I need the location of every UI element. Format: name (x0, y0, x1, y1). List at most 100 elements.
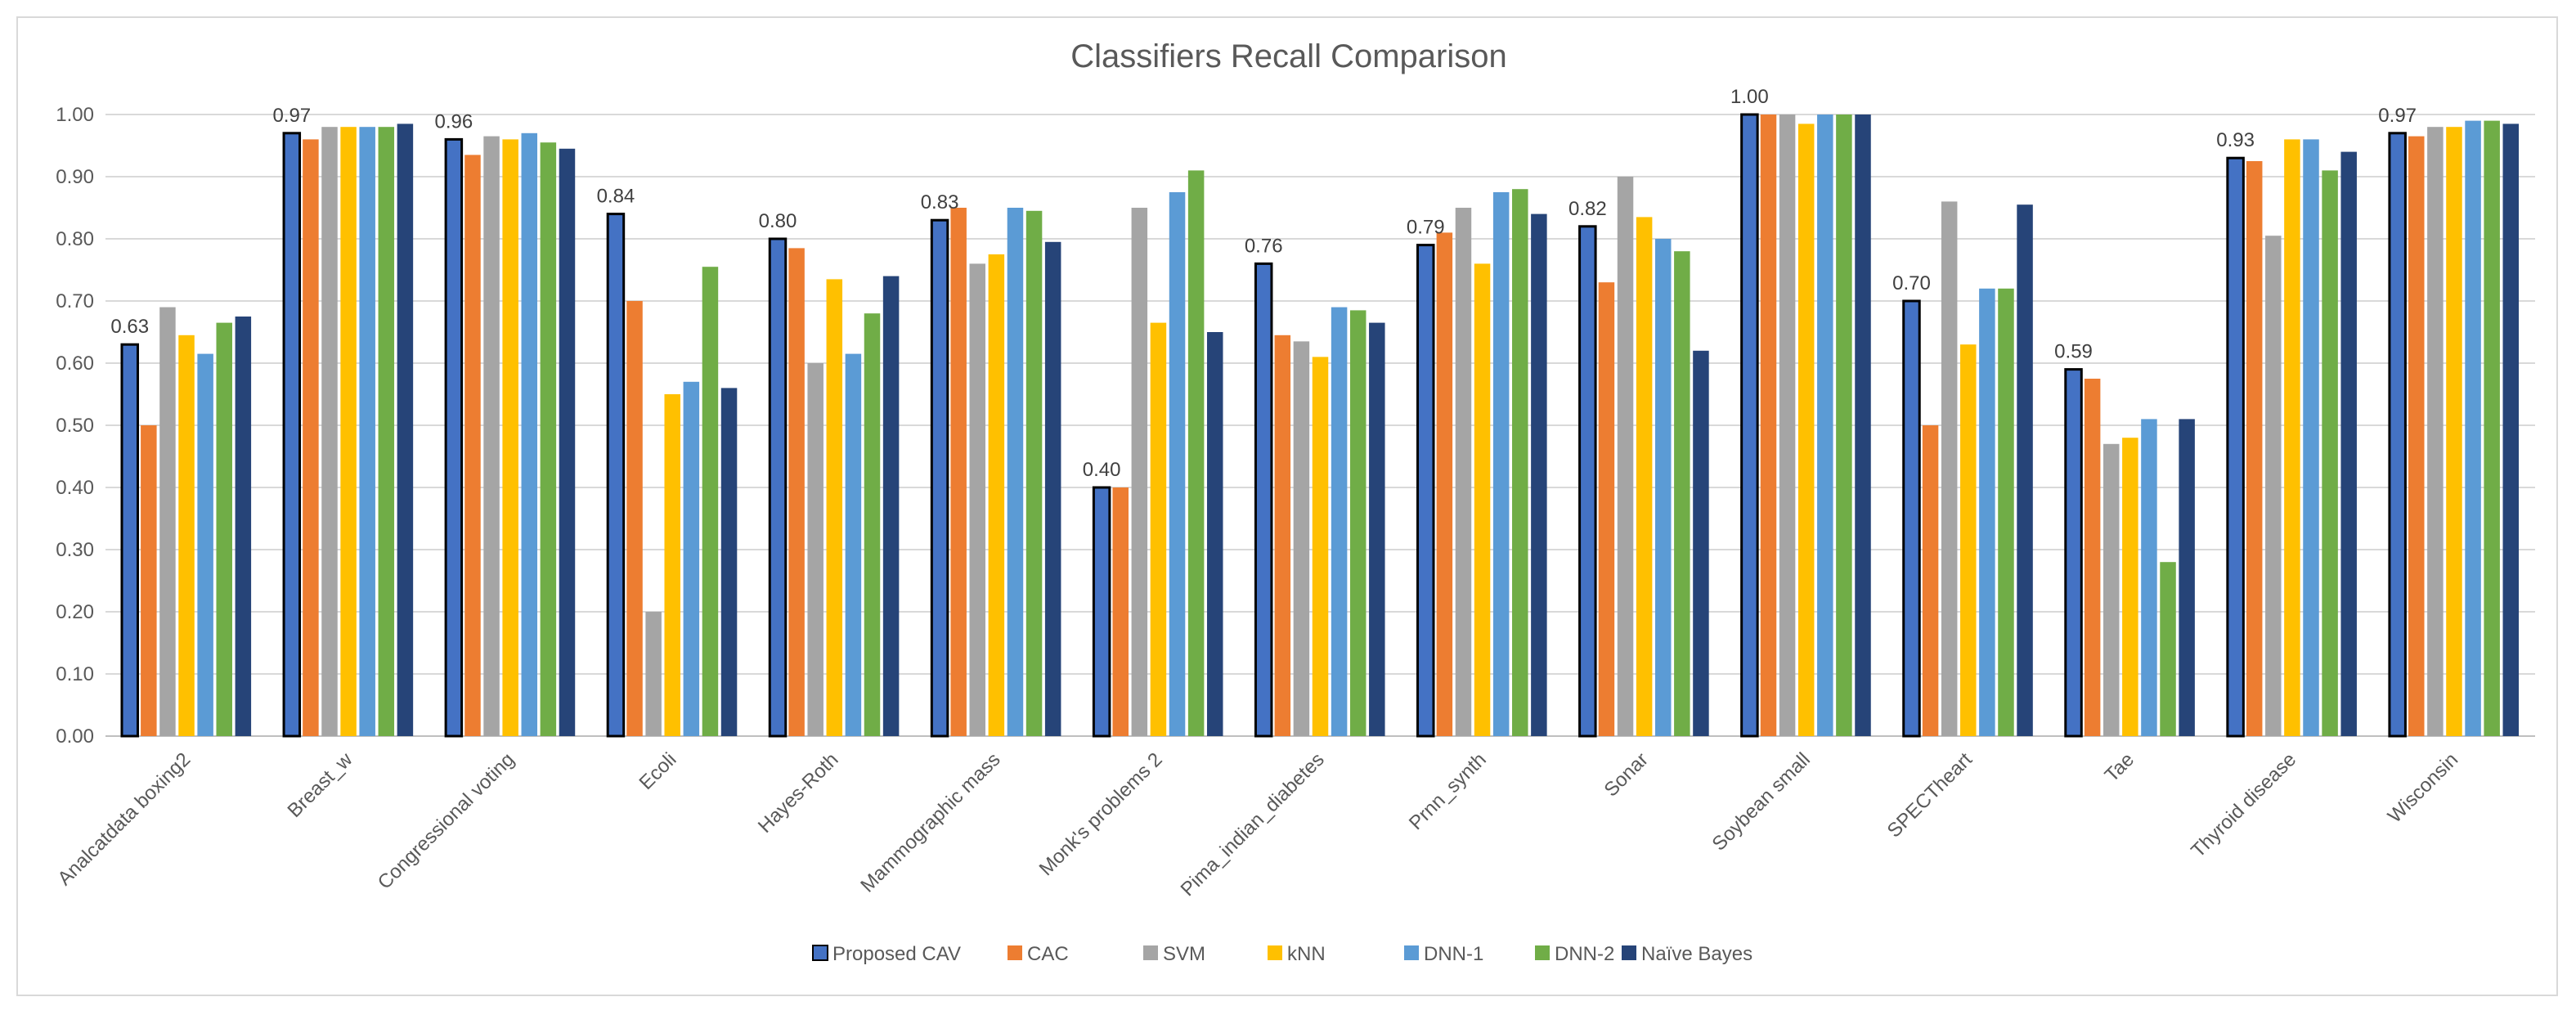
x-axis-category-labels: Analcatdata boxing2 Breast_w Congressional… (53, 748, 2462, 901)
bar-svm (1617, 177, 1634, 736)
bar-cac (1922, 425, 1939, 736)
bar-dnn-2 (2322, 170, 2338, 736)
legend-label: Naïve Bayes (1641, 943, 1752, 965)
bar-dnn-2 (1187, 170, 1205, 736)
bar-na-ve-bayes (2340, 151, 2357, 737)
bar-cac (303, 139, 319, 736)
data-label: 1.00 (1730, 86, 1769, 108)
bar-proposed-cav (606, 213, 626, 738)
y-tick-label: 0.60 (56, 353, 94, 375)
y-tick-label: 0.10 (56, 663, 94, 685)
bar-knn (664, 394, 680, 736)
bar-knn (1474, 263, 1491, 736)
bar-na-ve-bayes (1693, 350, 1709, 736)
bar-dnn-1 (1979, 288, 1995, 736)
x-category-label: Wisconsin (2384, 748, 2462, 827)
data-labels: 0.63 0.97 0.96 0.84 0.80 0.83 0.40 0.76 0.79 0.82… (110, 86, 2417, 481)
bar-na-ve-bayes (720, 388, 738, 736)
bar-knn (178, 335, 195, 736)
chart-area: Classifiers Recall Comparison 0.00 0.10 0.… (16, 16, 2558, 996)
bar-cac (788, 248, 805, 736)
bar-svm (2103, 443, 2120, 736)
bar-knn (1797, 124, 1815, 736)
bar-proposed-cav (1740, 113, 1759, 738)
bar-dnn-2 (2484, 120, 2500, 737)
x-category-label: Hayes-Roth (754, 748, 843, 838)
bar-svm (1131, 208, 1148, 736)
bar-proposed-cav (2064, 368, 2083, 738)
legend-swatch (1268, 945, 1282, 960)
bar-na-ve-bayes (559, 148, 576, 737)
bar-cac (1274, 335, 1291, 736)
bar-proposed-cav (1902, 299, 1921, 738)
bar-na-ve-bayes (1044, 241, 1061, 736)
bar-dnn-2 (540, 142, 557, 736)
bar-proposed-cav (2388, 132, 2407, 738)
bar-dnn-2 (1025, 210, 1043, 736)
bar-dnn-2 (1349, 310, 1367, 736)
bar-dnn-1 (1169, 192, 1186, 736)
bar-knn (1960, 344, 1977, 736)
legend-swatch (1143, 945, 1158, 960)
bar-proposed-cav (120, 343, 139, 738)
bar-cac (464, 155, 481, 736)
bar-dnn-2 (378, 127, 395, 736)
bar-na-ve-bayes (235, 317, 252, 736)
data-label: 0.82 (1568, 198, 1607, 220)
legend-swatch (1622, 945, 1636, 960)
bar-knn (340, 127, 357, 736)
data-label: 0.93 (2216, 129, 2255, 151)
legend-label: kNN (1287, 943, 1326, 965)
y-tick-label: 0.30 (56, 539, 94, 561)
bar-dnn-2 (1674, 251, 1690, 736)
legend-swatch (1404, 945, 1419, 960)
bar-svm (1455, 208, 1472, 736)
bar-knn (1636, 217, 1653, 736)
x-category-label: Ecoli (635, 748, 681, 794)
bar-svm (321, 127, 338, 736)
legend-label: DNN-1 (1424, 943, 1483, 965)
chart-title: Classifiers Recall Comparison (1070, 38, 1507, 74)
bar-dnn-1 (1007, 208, 1024, 736)
y-axis-tick-labels: 0.00 0.10 0.20 0.30 0.40 0.50 0.60 0.70 0.80 0.90… (56, 104, 94, 748)
data-label: 0.40 (1083, 459, 1121, 481)
legend-label: DNN-2 (1555, 943, 1614, 965)
x-category-label: Congressional voting (374, 748, 519, 894)
bar-proposed-cav (2226, 156, 2245, 738)
bar-na-ve-bayes (2179, 419, 2195, 736)
bar-proposed-cav (1578, 225, 1597, 738)
bar-na-ve-bayes (1369, 322, 1385, 736)
bar-svm (2427, 127, 2444, 736)
x-category-label: Mammographic mass (856, 748, 1004, 896)
y-tick-label: 0.50 (56, 415, 94, 437)
bar-svm (483, 136, 500, 737)
data-label: 0.97 (272, 105, 311, 127)
legend-label: SVM (1163, 943, 1205, 965)
bar-cac (950, 208, 967, 736)
bar-dnn-2 (864, 313, 881, 736)
bar-svm (1779, 115, 1796, 736)
y-tick-label: 0.70 (56, 290, 94, 312)
bar-svm (1293, 341, 1310, 736)
bar-proposed-cav (444, 137, 464, 738)
bar-dnn-1 (2141, 419, 2157, 736)
bar-knn (2284, 139, 2300, 736)
bar-dnn-1 (845, 353, 862, 736)
y-tick-label: 0.00 (56, 725, 94, 748)
legend-swatch (1535, 945, 1550, 960)
y-tick-label: 0.20 (56, 601, 94, 623)
bar-knn (1312, 357, 1329, 736)
bar-dnn-2 (1998, 288, 2014, 736)
data-label: 0.84 (597, 186, 635, 208)
bar-svm (2265, 236, 2282, 736)
x-category-label: Soybean small (1708, 748, 1815, 855)
data-label: 0.96 (435, 110, 473, 132)
bar-cac (2408, 136, 2425, 737)
bar-svm (1941, 201, 1958, 736)
bar-dnn-1 (2303, 139, 2319, 736)
bar-knn (826, 279, 843, 736)
y-tick-label: 0.40 (56, 477, 94, 499)
x-category-label: Monk's problems 2 (1035, 748, 1167, 880)
bar-cac (1112, 487, 1129, 736)
bar-dnn-1 (197, 353, 213, 736)
